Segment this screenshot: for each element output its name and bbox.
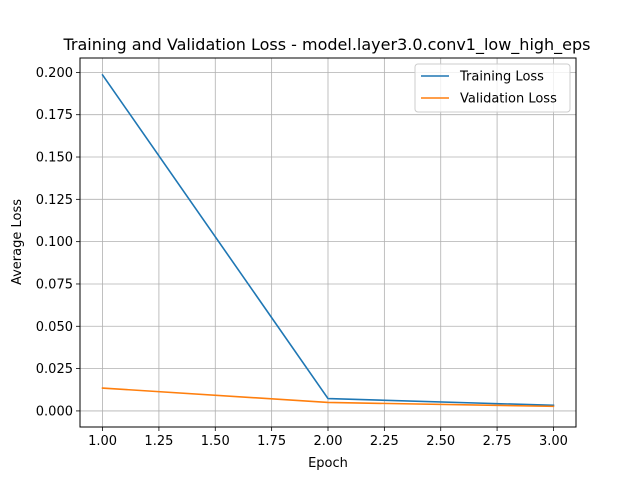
x-tick-label: 2.25 xyxy=(370,434,399,449)
series-lines xyxy=(101,73,555,408)
y-tick-label: 0.100 xyxy=(36,235,73,250)
y-tick-label: 0.200 xyxy=(36,66,73,81)
legend: Training Loss Validation Loss xyxy=(414,63,571,113)
x-tick-label: 1.00 xyxy=(88,434,117,449)
legend-label: Training Loss xyxy=(459,70,544,85)
y-axis-ticks: 0.000 0.025 0.050 0.075 0.100 0.125 0.150 0.175… xyxy=(36,66,80,419)
grid xyxy=(80,58,576,427)
y-tick-label: 0.175 xyxy=(36,108,73,123)
x-tick-label: 2.75 xyxy=(483,434,512,449)
y-tick-label: 0.150 xyxy=(36,151,73,166)
legend-label: Validation Loss xyxy=(460,92,557,107)
series-line-validation-loss xyxy=(101,387,555,408)
x-tick-label: 2.00 xyxy=(314,434,343,449)
x-tick-label: 3.00 xyxy=(539,434,568,449)
y-tick-label: 0.125 xyxy=(36,193,73,208)
y-tick-label: 0.000 xyxy=(36,404,73,419)
y-axis-label: Average Loss xyxy=(10,199,25,285)
x-tick-label: 1.75 xyxy=(257,434,286,449)
chart-title: Training and Validation Loss - model.lay… xyxy=(62,35,590,55)
y-tick-label: 0.025 xyxy=(36,362,73,377)
x-tick-label: 2.50 xyxy=(426,434,455,449)
x-axis-label: Epoch xyxy=(308,456,348,471)
x-axis-ticks: 1.00 1.25 1.50 1.75 2.00 2.25 2.50 2.75 3.00 xyxy=(88,427,568,449)
x-tick-label: 1.50 xyxy=(201,434,230,449)
y-tick-label: 0.050 xyxy=(36,320,73,335)
series-line-training-loss xyxy=(101,73,555,407)
x-tick-label: 1.25 xyxy=(144,434,173,449)
legend-box xyxy=(414,63,571,113)
y-tick-label: 0.075 xyxy=(36,277,73,292)
